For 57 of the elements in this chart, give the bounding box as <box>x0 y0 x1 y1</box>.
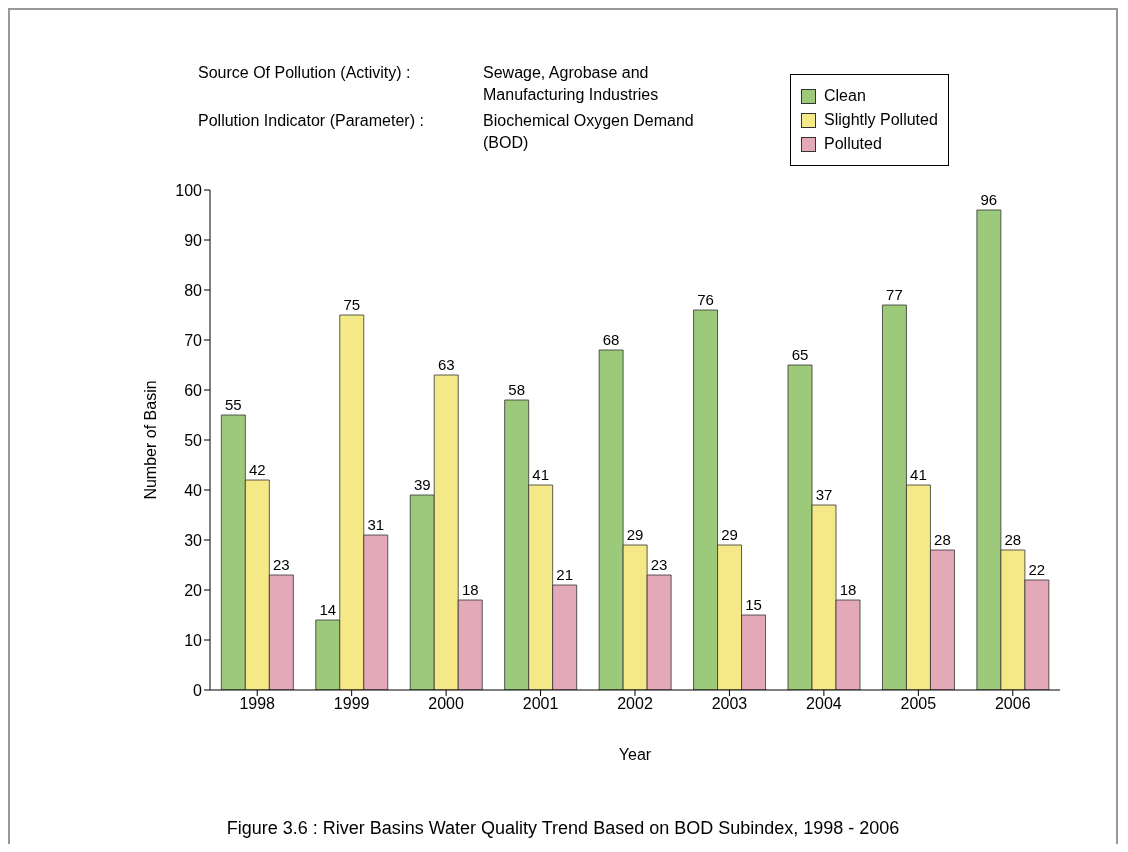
legend-label: Polluted <box>824 135 882 153</box>
x-tick-label: 2001 <box>522 695 559 713</box>
data-label: 75 <box>343 296 361 313</box>
data-label: 76 <box>697 291 714 308</box>
data-label: 58 <box>508 381 526 398</box>
data-label: 41 <box>910 466 927 483</box>
x-tick-label: 2005 <box>900 695 937 713</box>
y-tick-label: 80 <box>184 281 203 299</box>
y-tick-label: 50 <box>184 431 203 449</box>
x-tick-label: 2004 <box>806 695 842 713</box>
data-label: 28 <box>1004 531 1022 548</box>
y-tick-label: 0 <box>193 681 203 699</box>
text: Sewage, Agrobase and Manufacturing Industries <box>483 63 660 105</box>
data-label: 42 <box>248 461 266 478</box>
y-tick-label: 20 <box>184 581 203 599</box>
data-label: 29 <box>721 526 738 543</box>
x-tick-label: 2006 <box>994 695 1031 713</box>
y-tick-label: 70 <box>184 331 203 349</box>
text: Pollution Indicator (Parameter) : <box>198 111 425 131</box>
data-label: 21 <box>556 566 574 583</box>
data-label: 41 <box>532 466 550 483</box>
data-label: 15 <box>745 596 762 613</box>
data-label: 39 <box>413 476 431 493</box>
x-tick-label: 2002 <box>617 695 653 713</box>
data-label: 37 <box>815 486 833 503</box>
data-label: 23 <box>272 556 290 573</box>
y-tick-label: 30 <box>184 531 203 549</box>
data-label: 18 <box>839 581 857 598</box>
legend-label: Clean <box>824 87 866 105</box>
data-label: 68 <box>602 331 620 348</box>
x-tick-label: 2000 <box>428 695 465 713</box>
y-tick-label: 100 <box>175 181 203 199</box>
x-tick-label: 1998 <box>239 695 276 713</box>
data-label: 28 <box>934 531 951 548</box>
y-axis-title: Number of Basin <box>141 380 159 500</box>
data-label: 96 <box>980 191 998 208</box>
x-axis-title: Year <box>618 746 652 763</box>
x-tick-label: 2003 <box>711 695 748 713</box>
text: Figure 3.6 : River Basins Water Quality Trend Based on BOD Subindex, 1998 - 2006 <box>225 818 901 839</box>
legend-label: Slightly Polluted <box>824 111 938 129</box>
data-label: 29 <box>626 526 644 543</box>
y-tick-label: 60 <box>184 381 203 399</box>
data-label: 31 <box>367 516 385 533</box>
x-tick-label: 1999 <box>333 695 370 713</box>
data-label: 23 <box>650 556 668 573</box>
data-label: 63 <box>437 356 455 373</box>
data-label: 18 <box>461 581 479 598</box>
data-label: 22 <box>1028 561 1046 578</box>
y-tick-label: 10 <box>184 631 203 649</box>
y-tick-label: 90 <box>184 231 203 249</box>
data-label: 14 <box>319 601 337 618</box>
data-label: 55 <box>224 396 242 413</box>
text: Biochemical Oxygen Demand (BOD) <box>483 111 695 153</box>
y-tick-label: 40 <box>184 481 203 499</box>
data-label: 65 <box>791 346 809 363</box>
data-label: 77 <box>886 286 903 303</box>
source-note: Source Of Pollution (Activity) : <box>198 63 412 83</box>
